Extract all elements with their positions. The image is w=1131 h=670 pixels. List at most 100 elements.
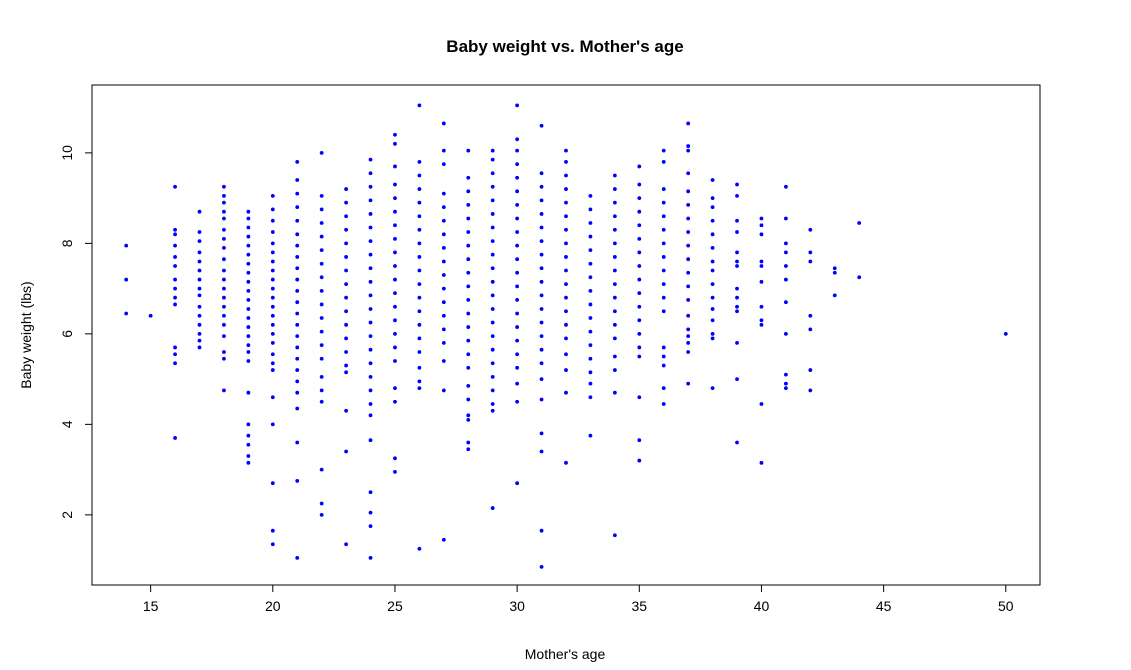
data-point: [393, 250, 397, 255]
data-point: [686, 381, 691, 386]
data-point: [637, 182, 642, 187]
data-point: [319, 288, 324, 293]
data-point: [637, 196, 642, 201]
data-point: [783, 184, 788, 189]
data-point: [344, 449, 349, 454]
data-point: [417, 187, 422, 191]
data-point: [735, 193, 739, 198]
data-point: [686, 144, 691, 148]
data-point: [686, 327, 691, 332]
data-point: [661, 363, 666, 368]
data-point: [417, 295, 422, 300]
data-point: [686, 230, 691, 234]
data-point: [588, 316, 593, 320]
data-point: [222, 209, 226, 214]
data-point: [270, 241, 275, 246]
data-point: [588, 234, 593, 239]
data-point: [710, 259, 715, 264]
x-tick-label: 30: [509, 598, 525, 614]
data-point: [295, 479, 300, 483]
data-point: [612, 336, 617, 341]
y-axis: 2 4 6 8 10: [59, 145, 92, 519]
data-point: [246, 433, 251, 438]
data-point: [735, 182, 739, 187]
data-point: [735, 264, 739, 268]
data-point: [222, 200, 226, 205]
data-point: [661, 268, 666, 273]
data-point: [539, 320, 544, 325]
y-tick-label: 4: [59, 420, 75, 428]
data-point: [246, 216, 251, 221]
data-point: [759, 264, 764, 268]
data-point: [368, 252, 373, 257]
data-point: [270, 304, 275, 309]
data-point: [222, 245, 226, 250]
data-point: [246, 343, 251, 348]
data-point: [735, 259, 739, 264]
data-point: [612, 187, 617, 191]
data-point: [832, 266, 837, 271]
data-point: [735, 218, 739, 223]
data-point: [710, 386, 715, 391]
data-point: [417, 200, 422, 205]
data-point: [319, 356, 324, 361]
data-point: [832, 270, 837, 275]
data-point: [564, 173, 568, 178]
data-point: [686, 121, 691, 126]
data-point: [441, 121, 446, 126]
data-point: [588, 248, 593, 253]
x-tick-label: 15: [143, 598, 159, 614]
data-point: [564, 187, 568, 191]
data-point: [319, 193, 324, 198]
x-tick-label: 25: [387, 598, 403, 614]
data-point: [368, 361, 373, 366]
data-point: [246, 288, 251, 293]
data-point: [661, 402, 666, 406]
data-point: [173, 345, 177, 350]
data-point: [295, 322, 300, 327]
data-point: [490, 198, 495, 203]
data-point: [466, 440, 471, 445]
data-point: [710, 196, 715, 201]
data-point: [246, 279, 251, 284]
data-point: [246, 422, 251, 427]
data-point: [661, 200, 666, 205]
data-point: [319, 234, 324, 239]
data-point: [564, 255, 568, 259]
data-point: [222, 216, 226, 221]
data-point: [319, 316, 324, 320]
x-tick-label: 45: [876, 598, 892, 614]
data-point: [686, 148, 691, 153]
data-point: [832, 293, 837, 298]
data-point: [710, 307, 715, 311]
data-point: [368, 198, 373, 203]
data-point: [148, 313, 153, 318]
data-point: [612, 200, 617, 205]
data-point: [539, 431, 544, 436]
data-point: [417, 241, 422, 246]
data-point: [295, 368, 300, 372]
data-point: [173, 255, 177, 259]
data-point: [466, 203, 471, 207]
data-point: [222, 388, 226, 393]
data-point: [686, 313, 691, 318]
data-point: [417, 365, 422, 370]
data-point: [270, 361, 275, 366]
data-point: [417, 103, 422, 108]
data-point: [295, 160, 300, 164]
data-point: [515, 203, 520, 207]
data-point: [735, 250, 739, 255]
data-point: [564, 295, 568, 300]
data-point: [417, 214, 422, 219]
data-point: [441, 191, 446, 196]
data-point: [466, 384, 471, 388]
data-point: [441, 205, 446, 210]
data-point: [759, 259, 764, 264]
data-point: [270, 268, 275, 273]
data-point: [759, 322, 764, 327]
data-point: [344, 214, 349, 219]
data-point: [368, 334, 373, 339]
data-point: [637, 209, 642, 214]
data-point: [808, 250, 813, 255]
data-point: [441, 537, 446, 542]
